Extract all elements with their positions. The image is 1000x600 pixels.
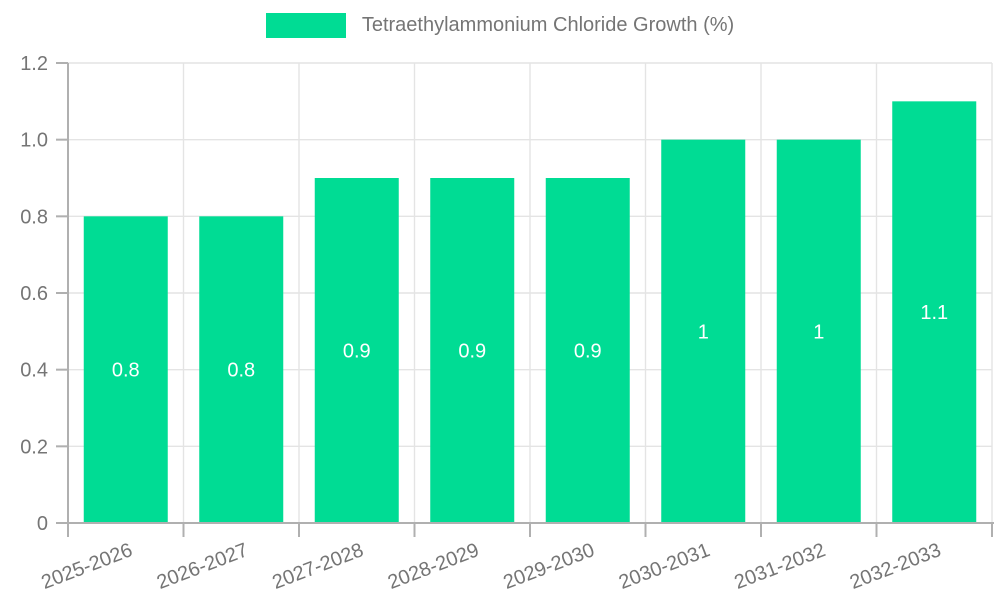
bar-value-label: 0.8 xyxy=(227,360,255,382)
y-axis-tick-label: 1.0 xyxy=(20,130,48,152)
bar xyxy=(776,139,861,523)
bar-value-label: 1 xyxy=(813,321,824,343)
y-axis-tick-label: 0.2 xyxy=(20,436,48,458)
x-axis-tick-label: 2027-2028 xyxy=(269,539,366,594)
x-axis-tick-label: 2029-2030 xyxy=(500,539,597,594)
bar xyxy=(892,101,977,523)
y-axis-tick-label: 0 xyxy=(37,513,48,535)
y-axis-tick-label: 0.6 xyxy=(20,283,48,305)
y-axis-tick-label: 0.4 xyxy=(20,360,48,382)
legend-swatch xyxy=(265,13,346,38)
bar-value-label: 1.1 xyxy=(920,302,948,324)
bar xyxy=(661,139,746,523)
x-axis-tick-label: 2031-2032 xyxy=(731,539,828,594)
x-axis-tick-label: 2028-2029 xyxy=(385,539,482,594)
bar xyxy=(314,178,399,523)
y-axis-tick-label: 1.2 xyxy=(20,53,48,75)
x-axis-tick-label: 2030-2031 xyxy=(616,539,713,594)
y-axis-tick-label: 0.8 xyxy=(20,206,48,228)
bar xyxy=(83,216,168,524)
bar xyxy=(199,216,284,524)
bar xyxy=(545,178,630,523)
x-axis-tick-label: 2026-2027 xyxy=(154,539,251,594)
bar-value-label: 0.9 xyxy=(574,341,602,363)
bar xyxy=(430,178,515,523)
legend: Tetraethylammonium Chloride Growth (%) xyxy=(0,13,1000,38)
legend-label: Tetraethylammonium Chloride Growth (%) xyxy=(361,14,735,36)
x-axis-tick-label: 2032-2033 xyxy=(847,539,944,594)
bar-value-label: 0.9 xyxy=(343,341,371,363)
x-axis-tick-label: 2025-2026 xyxy=(38,539,135,594)
bar-value-label: 0.9 xyxy=(458,341,486,363)
bar-value-label: 1 xyxy=(698,321,709,343)
bar-value-label: 0.8 xyxy=(112,360,140,382)
